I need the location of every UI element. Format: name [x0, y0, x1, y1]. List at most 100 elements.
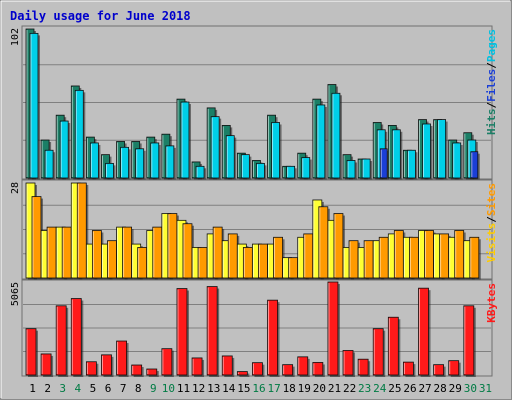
- legend-item: Sites: [485, 183, 498, 216]
- x-tick-label: 30: [464, 382, 477, 395]
- panel-2-kbytes-bar-face: [448, 360, 460, 376]
- panel-2-kbytes-bar: [372, 328, 386, 377]
- panel-2-kbytes-bar-face: [327, 281, 339, 376]
- panel-0-ymax-label: 102: [10, 28, 21, 46]
- legend-item: Hits: [485, 109, 498, 136]
- panel-0-files-bar: [391, 129, 403, 180]
- panel-0-files-bar: [29, 32, 40, 180]
- x-tick-label: 13: [207, 382, 220, 395]
- panel-2-kbytes-bar-face: [282, 364, 294, 376]
- panel-2-kbytes-bar: [221, 355, 235, 377]
- chart-title: Daily usage for June 2018: [10, 9, 191, 23]
- panel-2-kbytes-bar: [267, 299, 280, 377]
- panel-2-kbytes-bar: [312, 362, 325, 377]
- panel-0-files-bar-face: [195, 165, 205, 179]
- panel-2-kbytes-bar: [418, 287, 431, 377]
- panel-2-kbytes-bar: [70, 298, 84, 377]
- panel-1-sites-bar: [333, 213, 345, 280]
- panel-1-sites-bar: [76, 182, 89, 280]
- panel-2-kbytes-bar: [236, 371, 250, 377]
- panel-2-kbytes-bar-face: [101, 354, 112, 376]
- panel-0-files-bar: [286, 165, 297, 180]
- panel-2-kbytes-bar-face: [236, 371, 248, 376]
- legend-item: KBytes: [485, 283, 498, 323]
- x-tick-label: 11: [177, 382, 190, 395]
- panel-0-files-bar: [452, 142, 463, 180]
- x-tick-label: 15: [237, 382, 250, 395]
- panel-2-kbytes-bar: [282, 364, 295, 377]
- x-tick-label: 19: [298, 382, 311, 395]
- panel-2-kbytes-bar: [131, 364, 144, 377]
- legend-item: /: [485, 62, 498, 69]
- panel-0-pages-bar: [470, 151, 480, 180]
- panel-2-kbytes-bar: [25, 328, 38, 377]
- panel-0-files-bar-face: [331, 92, 341, 179]
- legend-item: /: [485, 216, 498, 223]
- panel-0-files-bar: [135, 148, 146, 180]
- panel-1-sites-bar-face: [76, 182, 87, 279]
- x-tick-label: 31: [479, 382, 492, 395]
- panel-0-files-bar-face: [105, 162, 114, 179]
- panel-0-files-bar-face: [225, 135, 235, 179]
- panel-0-files-bar: [437, 119, 448, 180]
- panel-0-files-bar-face: [271, 122, 280, 179]
- x-tick-label: 18: [283, 382, 296, 395]
- x-tick-label: 6: [105, 382, 112, 395]
- panel-2-kbytes-bar-face: [131, 364, 143, 376]
- panel-2-kbytes-bar: [161, 348, 174, 377]
- panel-0-files-bar-face: [407, 149, 416, 179]
- panel-0-files-bar: [407, 149, 418, 180]
- panel-0-files-bar-face: [59, 120, 69, 179]
- panel-2-kbytes-bar: [101, 354, 114, 377]
- panel-2-kbytes-bar-face: [403, 361, 414, 376]
- panel-0-files-bar-face: [256, 162, 265, 179]
- panel-0-files-bar: [210, 116, 222, 180]
- panel-2-kbytes-bar: [297, 356, 310, 377]
- x-tick-label: 5: [90, 382, 97, 395]
- panel-2-kbytes-bar: [463, 305, 476, 377]
- panel-0-files-bar: [120, 146, 131, 180]
- x-tick-label: 12: [192, 382, 205, 395]
- panel-0-files-bar: [44, 149, 56, 180]
- panel-0-files-bar-face: [301, 157, 311, 179]
- legend-item: Files: [485, 69, 498, 102]
- panel-2-kbytes-bar: [191, 357, 205, 377]
- panel-2-kbytes-bar: [403, 361, 416, 377]
- panel-2-ymax-label: 5065: [10, 282, 21, 306]
- panel-0-files-bar-face: [74, 89, 84, 179]
- panel-2-kbytes-bar: [85, 361, 99, 377]
- panel-0-files-bar-face: [150, 142, 160, 179]
- panel-0-files-bar: [301, 157, 312, 180]
- panel-0-pages-bar: [379, 148, 390, 180]
- panel-2-kbytes-bar: [55, 305, 69, 377]
- panel-0-files-bar-face: [361, 158, 371, 179]
- panel-2-kbytes-bar: [206, 286, 220, 377]
- panel-0-files-bar-face: [452, 142, 462, 179]
- panel-0-files-bar-face: [286, 165, 296, 179]
- panel-0-files-bar-face: [210, 116, 220, 179]
- x-tick-label: 20: [313, 382, 326, 395]
- panel-0-files-bar: [150, 142, 161, 180]
- panel-2-kbytes-bar: [176, 288, 189, 377]
- panel-0-files-bar: [271, 122, 282, 180]
- x-tick-label: 28: [434, 382, 447, 395]
- panel-0-files-bar: [89, 142, 101, 180]
- panel-2-kbytes-bar: [40, 353, 54, 377]
- legend-item: Visits: [485, 223, 498, 263]
- panel-0-files-bar: [256, 162, 267, 180]
- panel-2-kbytes-bar-face: [176, 288, 188, 376]
- panel-2-kbytes-bar-face: [221, 355, 233, 376]
- panel-0-files-bar: [195, 165, 207, 180]
- panel-0-files-bar-face: [135, 148, 145, 179]
- panel-2-kbytes-bar-face: [252, 362, 263, 376]
- panel-0-files-bar: [346, 160, 358, 180]
- x-tick-label: 10: [162, 382, 175, 395]
- panel-2-kbytes-bar-face: [146, 368, 158, 376]
- x-tick-label: 9: [150, 382, 157, 395]
- legend-item: Pages: [485, 29, 498, 62]
- panel-2-kbytes-bar-face: [70, 298, 82, 376]
- panel-1-sites-bar-face: [469, 236, 480, 279]
